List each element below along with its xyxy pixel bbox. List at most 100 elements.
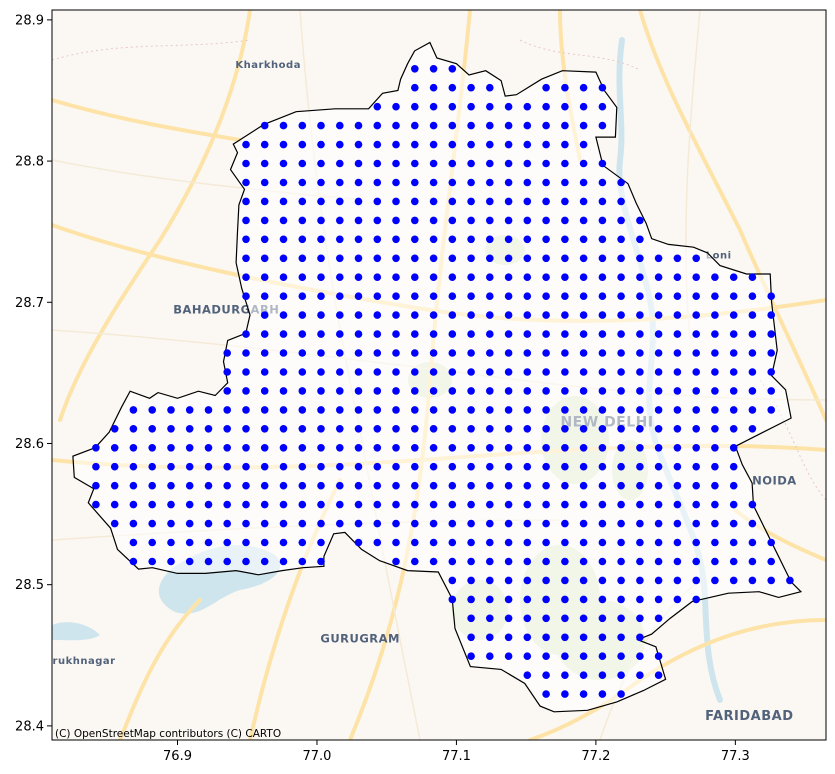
grid-point xyxy=(617,197,625,206)
grid-point xyxy=(354,159,363,168)
grid-point xyxy=(429,121,438,130)
x-tick-label: 77.2 xyxy=(581,749,610,764)
grid-point xyxy=(598,444,607,452)
grid-point xyxy=(148,538,156,547)
grid-point xyxy=(242,349,250,357)
grid-point xyxy=(392,235,400,244)
y-tick-label: 28.8 xyxy=(15,155,44,170)
grid-point xyxy=(448,102,457,111)
grid-point xyxy=(429,197,438,206)
grid-point xyxy=(260,519,269,528)
grid-point xyxy=(579,159,588,168)
grid-point xyxy=(448,368,457,376)
grid-point xyxy=(354,292,363,301)
grid-point xyxy=(354,235,363,244)
grid-point xyxy=(523,481,532,490)
grid-point xyxy=(279,311,288,319)
grid-point xyxy=(373,273,382,282)
grid-point xyxy=(129,444,138,452)
grid-point xyxy=(336,481,344,490)
grid-point xyxy=(598,368,607,376)
grid-point xyxy=(110,519,119,528)
grid-point xyxy=(711,500,719,509)
grid-point xyxy=(317,500,325,509)
grid-point xyxy=(561,444,569,452)
grid-point xyxy=(617,557,625,566)
grid-point xyxy=(523,444,532,452)
grid-point xyxy=(542,519,550,528)
grid-point xyxy=(598,481,607,490)
grid-point xyxy=(561,254,569,263)
grid-point xyxy=(636,216,644,225)
grid-point xyxy=(279,406,288,414)
grid-point xyxy=(711,538,719,547)
grid-point xyxy=(617,254,625,263)
grid-point xyxy=(729,557,738,566)
grid-point xyxy=(654,500,663,509)
grid-point xyxy=(467,330,475,338)
grid-point xyxy=(542,444,550,452)
grid-point xyxy=(561,102,569,111)
grid-point xyxy=(579,368,588,376)
grid-point xyxy=(636,519,644,528)
grid-point xyxy=(448,481,457,490)
grid-point xyxy=(317,159,325,168)
grid-point xyxy=(711,292,719,301)
grid-point xyxy=(373,425,382,433)
grid-point xyxy=(504,444,513,452)
grid-point xyxy=(204,538,213,547)
grid-point xyxy=(317,273,325,282)
place-label: Loni xyxy=(706,251,732,262)
grid-point xyxy=(729,330,738,338)
grid-point xyxy=(429,254,438,263)
grid-point xyxy=(654,557,663,566)
grid-point xyxy=(542,690,550,698)
grid-point xyxy=(504,178,513,187)
grid-point xyxy=(298,349,307,357)
grid-point xyxy=(411,140,419,149)
grid-point xyxy=(486,576,494,585)
grid-point xyxy=(336,121,344,130)
grid-point xyxy=(279,387,288,395)
grid-point xyxy=(579,425,588,433)
grid-point xyxy=(579,576,588,585)
grid-point xyxy=(467,273,475,282)
grid-point xyxy=(673,330,682,338)
grid-point xyxy=(654,406,663,414)
grid-point xyxy=(298,557,307,566)
grid-point xyxy=(448,83,457,92)
grid-point xyxy=(448,387,457,395)
grid-point xyxy=(561,671,569,679)
grid-point xyxy=(354,387,363,395)
grid-point xyxy=(523,102,532,111)
grid-point xyxy=(486,235,494,244)
grid-point xyxy=(486,614,494,623)
grid-point xyxy=(260,557,269,566)
grid-point xyxy=(429,500,438,509)
grid-point xyxy=(204,462,213,471)
grid-point xyxy=(167,444,175,452)
grid-point xyxy=(204,519,213,528)
grid-point xyxy=(429,216,438,225)
y-axis: 28.4 28.5 28.6 28.7 28.8 28.9 xyxy=(15,13,52,734)
grid-point xyxy=(373,444,382,452)
grid-point xyxy=(486,633,494,642)
grid-point xyxy=(767,311,775,319)
grid-point xyxy=(673,425,682,433)
grid-point xyxy=(317,197,325,206)
grid-point xyxy=(392,462,400,471)
grid-point xyxy=(260,235,269,244)
grid-point xyxy=(579,406,588,414)
grid-point xyxy=(486,595,494,604)
grid-point xyxy=(336,444,344,452)
grid-point xyxy=(467,652,475,660)
grid-point xyxy=(523,368,532,376)
grid-point xyxy=(504,140,513,149)
grid-point xyxy=(467,444,475,452)
grid-point xyxy=(748,557,757,566)
place-label: NOIDA xyxy=(752,473,797,487)
place-label: GURUGRAM xyxy=(320,632,400,646)
grid-point xyxy=(429,519,438,528)
grid-point xyxy=(617,330,625,338)
grid-point xyxy=(598,292,607,301)
